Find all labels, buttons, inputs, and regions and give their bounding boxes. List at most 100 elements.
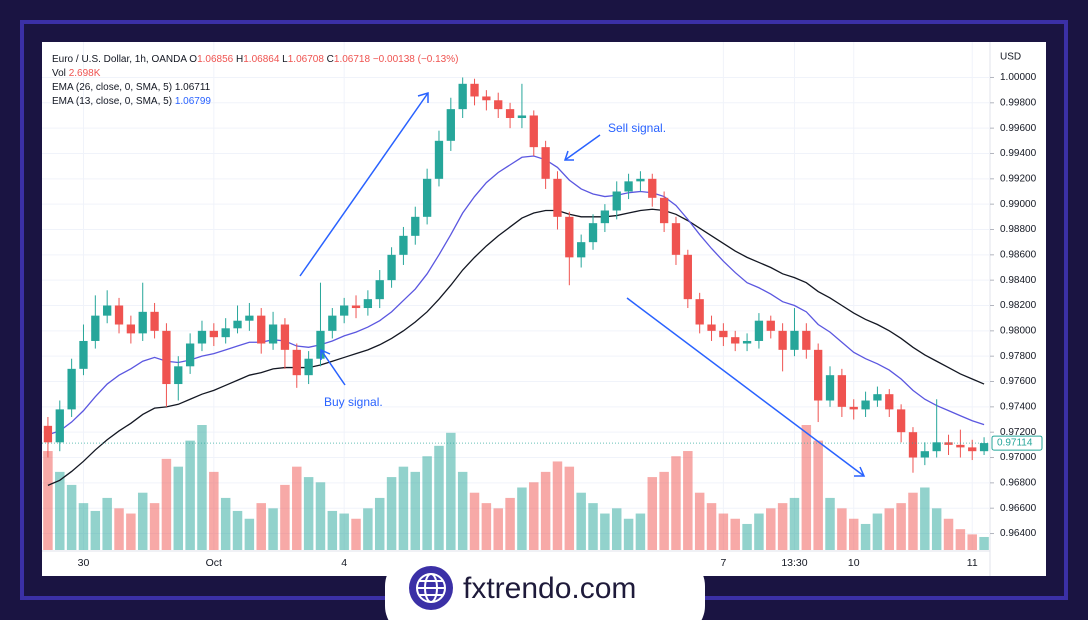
volume-bar [149,503,160,550]
candle-body [802,330,811,350]
arrow-head [417,91,429,103]
candle-body [908,432,918,458]
volume-bar [351,518,361,550]
arrow [626,297,865,477]
volume-bar [410,471,421,550]
volume-bar [600,513,610,550]
candle-body [861,400,870,410]
y-tick-label: 0.96800 [1000,477,1037,488]
candle-body [659,197,669,224]
volume-bar [825,497,835,550]
y-tick-label: 0.99600 [1000,123,1037,134]
volume-bar [244,518,255,550]
volume-bar [564,466,575,550]
volume-bar [434,445,444,550]
ohlc-key: C [326,54,334,65]
candle-body [944,442,953,445]
y-tick-label: 0.99000 [1000,199,1037,210]
legend-name: Vol [52,68,66,79]
y-tick-label: 0.98200 [1000,300,1037,311]
volume-bar [742,523,752,550]
candle-body [896,409,906,433]
volume-bar [730,518,740,550]
ohlc-value: 1.06856 [197,54,234,65]
candle-body [470,83,479,97]
volume-bar [161,458,172,550]
volume-bar [303,477,314,550]
y-tick-label: 0.97400 [1000,401,1037,412]
ohlc-value: 1.06718 [333,54,371,65]
volume-bar [576,492,586,550]
y-tick-label: 0.97800 [1000,351,1037,362]
arrow [320,349,346,386]
volume-bar [327,510,338,550]
candle-body [517,115,527,119]
candles [43,77,989,473]
legend-row: EMA (13, close, 0, SMA, 5) 1.06799 [52,95,458,109]
candle-body [316,330,325,359]
volume-bar [813,440,823,550]
volume-bar [789,497,800,550]
volume-bar [220,497,231,550]
volume-bar [694,492,705,550]
volume-bar [457,471,468,550]
volume-bar [469,492,480,550]
legend-value: 1.06799 [174,96,211,107]
brand-pill [385,556,705,620]
volume-bar [398,466,409,550]
candle-body [553,178,562,217]
y-tick-label: 0.98600 [1000,249,1037,260]
x-tick-label: 4 [341,557,347,569]
candle-body [979,443,989,452]
y-tick-label: 0.97000 [1000,452,1037,463]
candle-body [885,394,894,410]
ema-lines [47,155,985,486]
volume-bar [943,518,954,550]
ohlc-value: 1.06708 [287,54,324,65]
candle-body [458,83,467,110]
price-tag [991,435,1043,451]
candle-body [920,451,929,458]
legend-row: Vol 2.698K [52,67,458,81]
volume-bar [386,477,397,550]
volume-bar [659,471,669,550]
volume-bar [647,477,658,550]
candle-body [731,337,740,344]
volume-bar [43,451,53,550]
arrow-head [563,150,574,161]
globe-icon [409,566,453,610]
candle-body [280,324,290,350]
y-tick-label: 0.99200 [1000,173,1037,184]
volume-bar [173,466,184,550]
candle-body [837,375,847,407]
candle-body [91,315,100,341]
candle-body [126,324,136,334]
x-tick-label: 7 [720,557,726,569]
candle-body [79,340,88,369]
volume-bar [683,451,693,550]
candle-body [103,305,112,316]
arrow [564,134,601,161]
candle-body [968,447,977,452]
candle-body [257,315,266,344]
volume-bar [126,513,136,550]
volume-bars [43,425,989,550]
y-tick-label: 0.97200 [1000,427,1037,438]
volume-bar [801,425,812,550]
volume-bar [114,508,124,550]
candle-body [932,442,941,452]
candle-body [778,330,787,350]
candle-body [399,235,408,255]
volume-bar [588,503,598,550]
y-tick-label: 0.96400 [1000,528,1037,539]
volume-bar [754,513,764,550]
volume-bar [197,425,207,550]
legend: Euro / U.S. Dollar, 1h, OANDA O1.06856 H… [52,53,458,109]
volume-bar [860,523,871,550]
volume-bar [979,536,989,550]
y-tick-label: 1.00000 [1000,72,1037,83]
volume-bar [137,492,148,550]
candle-body [197,330,207,344]
volume-bar [280,484,290,550]
